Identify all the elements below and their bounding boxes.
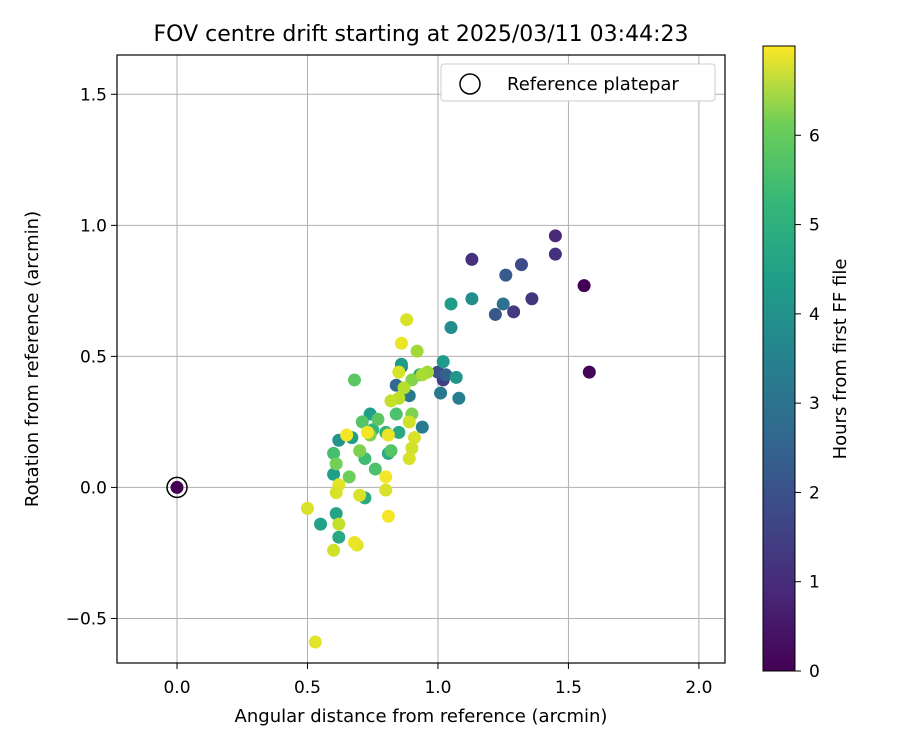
data-point [465, 292, 479, 306]
data-point [329, 457, 343, 471]
data-point [300, 501, 314, 515]
colorbar-tick-label: 0 [809, 662, 820, 682]
data-point [402, 415, 416, 429]
x-tick-label: 0.0 [163, 678, 190, 698]
data-point [379, 483, 393, 497]
data-point [415, 420, 429, 434]
reference-marker [166, 476, 188, 499]
data-point [392, 365, 406, 379]
y-tick-label: −0.5 [66, 609, 107, 629]
data-point [452, 391, 466, 405]
legend-entry-reference: Reference platepar [507, 74, 679, 95]
x-axis-ticks: 0.0 0.5 1.0 1.5 2.0 [163, 663, 712, 698]
data-point [410, 344, 424, 358]
data-point [353, 488, 367, 502]
y-axis-ticks: −0.5 0.0 0.5 1.0 1.5 [66, 85, 117, 629]
data-point [548, 229, 562, 243]
data-point [439, 368, 453, 382]
data-points [300, 229, 596, 649]
data-point [499, 268, 513, 282]
data-point [449, 370, 463, 384]
data-point [327, 467, 341, 481]
data-point [436, 355, 450, 369]
data-point [371, 412, 385, 426]
x-tick-label: 2.0 [685, 678, 712, 698]
data-point [397, 381, 411, 395]
data-point [384, 444, 398, 458]
data-point [577, 279, 591, 293]
data-point [405, 441, 419, 455]
data-point [332, 517, 346, 531]
legend: Reference platepar [440, 63, 716, 102]
data-point [314, 517, 328, 531]
x-tick-label: 0.5 [294, 678, 321, 698]
data-point [347, 373, 361, 387]
data-point [327, 446, 341, 460]
data-point [381, 509, 395, 523]
data-point [332, 530, 346, 544]
data-point [340, 428, 354, 442]
data-point [379, 470, 393, 484]
data-point [402, 452, 416, 466]
data-point [353, 444, 367, 458]
data-point [444, 321, 458, 335]
colorbar-ticks: 0 1 2 3 4 5 6 [795, 126, 820, 682]
colorbar: 0 1 2 3 4 5 6 Hours from first FF file [762, 45, 851, 682]
data-point [368, 462, 382, 476]
data-point [329, 486, 343, 500]
colorbar-gradient [762, 45, 796, 672]
data-point [415, 368, 429, 382]
data-point [407, 431, 421, 445]
colorbar-tick-label: 5 [809, 216, 820, 236]
data-point [400, 313, 414, 327]
x-tick-label: 1.5 [555, 678, 582, 698]
colorbar-tick-label: 2 [809, 483, 820, 503]
legend-box [440, 63, 716, 102]
y-tick-label: 0.0 [80, 478, 107, 498]
data-point [465, 252, 479, 266]
colorbar-label: Hours from first FF file [830, 259, 851, 460]
y-tick-label: 1.5 [80, 85, 107, 105]
data-point [347, 535, 361, 549]
y-tick-label: 0.5 [80, 347, 107, 367]
data-point [384, 394, 398, 408]
data-point [496, 297, 510, 311]
data-point [342, 470, 356, 484]
y-axis-label: Rotation from reference (arcmin) [22, 211, 43, 507]
data-point [327, 543, 341, 557]
data-point [582, 365, 596, 379]
colorbar-tick-label: 3 [809, 394, 820, 414]
data-point [514, 258, 528, 272]
x-tick-label: 1.0 [424, 678, 451, 698]
data-point [444, 297, 458, 311]
reference-point [170, 480, 184, 494]
x-axis-label: Angular distance from reference (arcmin) [235, 706, 608, 727]
data-point [361, 425, 375, 439]
reference-ring [166, 476, 188, 499]
gridlines [117, 55, 725, 663]
data-point [381, 428, 395, 442]
colorbar-tick-label: 4 [809, 305, 820, 325]
data-point [507, 305, 521, 319]
colorbar-tick-label: 1 [809, 573, 820, 593]
data-point [548, 247, 562, 261]
data-point [389, 407, 403, 421]
colorbar-tick-label: 6 [809, 126, 820, 146]
data-point [434, 386, 448, 400]
legend-marker-icon [459, 73, 481, 95]
data-point [525, 292, 539, 306]
data-point [392, 425, 406, 439]
data-point [355, 415, 369, 429]
data-point [394, 336, 408, 350]
y-tick-label: 1.0 [80, 216, 107, 236]
data-point [308, 635, 322, 649]
data-point [488, 307, 502, 321]
chart-title: FOV centre drift starting at 2025/03/11 … [154, 22, 689, 47]
plot-frame [116, 54, 726, 664]
data-point [329, 507, 343, 521]
